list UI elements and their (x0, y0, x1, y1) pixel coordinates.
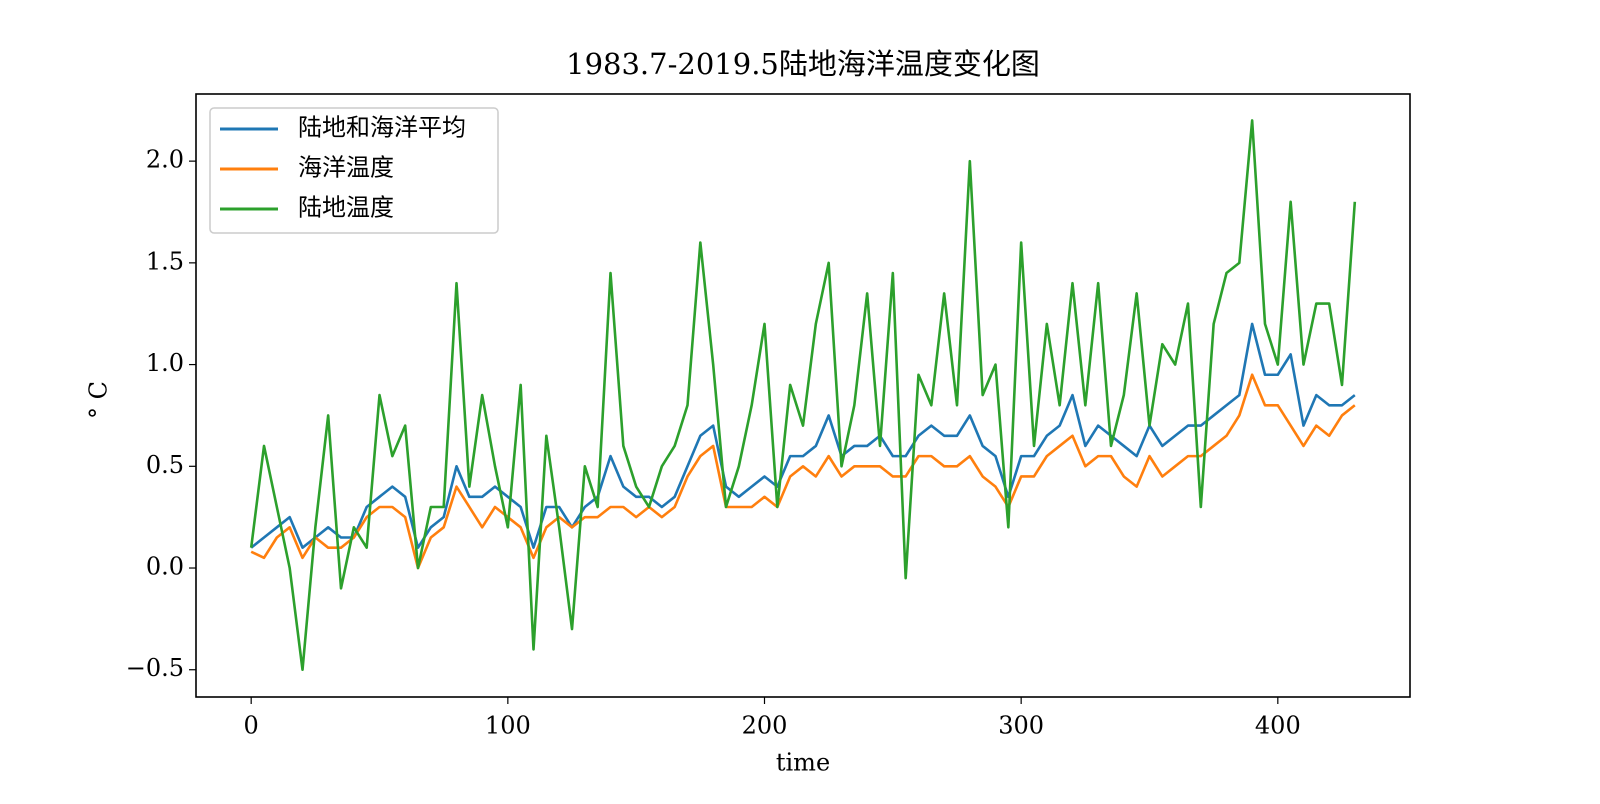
x-axis-label: time (776, 749, 830, 777)
x-tick-label: 300 (998, 712, 1044, 740)
legend-label: 陆地温度 (298, 194, 394, 222)
legend-label: 陆地和海洋平均 (298, 114, 466, 142)
x-tick-label: 0 (244, 712, 259, 740)
legend-label: 海洋温度 (298, 154, 394, 182)
chart-title: 1983.7-2019.5陆地海洋温度变化图 (566, 47, 1040, 81)
line-series (250, 373, 1356, 570)
y-tick-label: 0.0 (146, 553, 184, 581)
y-axis-label: ° C (85, 381, 113, 419)
y-tick-label: 1.5 (146, 247, 184, 275)
plot-frame (195, 93, 1411, 698)
legend-box (209, 107, 499, 234)
line-series (250, 322, 1356, 549)
x-tick-label: 100 (485, 712, 531, 740)
y-tick-label: 2.0 (146, 146, 184, 174)
x-tick-label: 200 (742, 712, 788, 740)
y-tick-label: 1.0 (146, 349, 184, 377)
x-tick-label: 400 (1255, 712, 1301, 740)
y-tick-label: 0.5 (146, 451, 184, 479)
y-tick-label: −0.5 (126, 654, 184, 682)
line-series (249, 119, 1357, 672)
